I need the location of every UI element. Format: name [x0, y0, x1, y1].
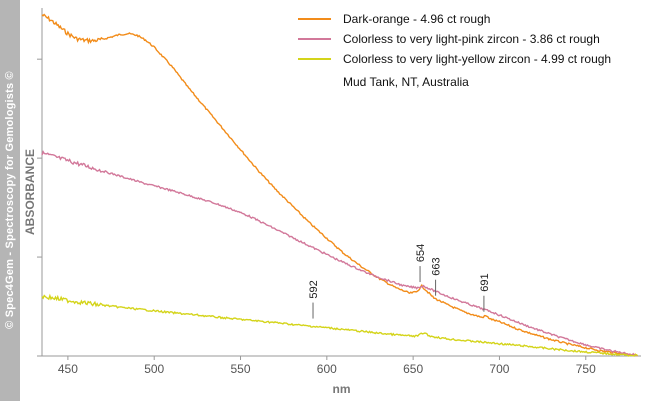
x-tick-label-600: 600: [317, 362, 337, 376]
series-line-2: [41, 150, 638, 357]
x-tick-label-650: 650: [403, 362, 423, 376]
legend-label-1: Dark-orange - 4.96 ct rough: [343, 12, 490, 26]
x-axis-title: nm: [333, 382, 351, 396]
x-tick-label-700: 700: [489, 362, 509, 376]
tick-marks: 450 500 550 600 650 700 750: [37, 58, 596, 376]
series-line-1: [41, 13, 638, 357]
series-lines: [41, 13, 638, 357]
watermark-strip: © Spec4Gem - Spectroscopy for Gemologist…: [0, 0, 20, 401]
x-tick-label-450: 450: [58, 362, 78, 376]
y-axis-title: ABSORBANCE: [23, 149, 37, 235]
legend-label-2: Colorless to very light-pink zircon - 3.…: [343, 32, 600, 46]
peak-annotations: 592 654 663 691: [308, 244, 491, 319]
legend: Dark-orange - 4.96 ct rough Colorless to …: [298, 12, 611, 66]
peak-label-691: 691: [479, 273, 491, 291]
series-line-3: [41, 293, 638, 357]
locality-note: Mud Tank, NT, Australia: [343, 75, 469, 89]
axes: [41, 8, 641, 357]
peak-label-592: 592: [308, 280, 320, 298]
x-tick-label-550: 550: [231, 362, 251, 376]
peak-label-663: 663: [431, 257, 443, 275]
x-tick-label-750: 750: [576, 362, 596, 376]
x-tick-label-500: 500: [144, 362, 164, 376]
legend-label-3: Colorless to very light-yellow zircon - …: [343, 52, 611, 66]
peak-label-654: 654: [415, 244, 427, 262]
